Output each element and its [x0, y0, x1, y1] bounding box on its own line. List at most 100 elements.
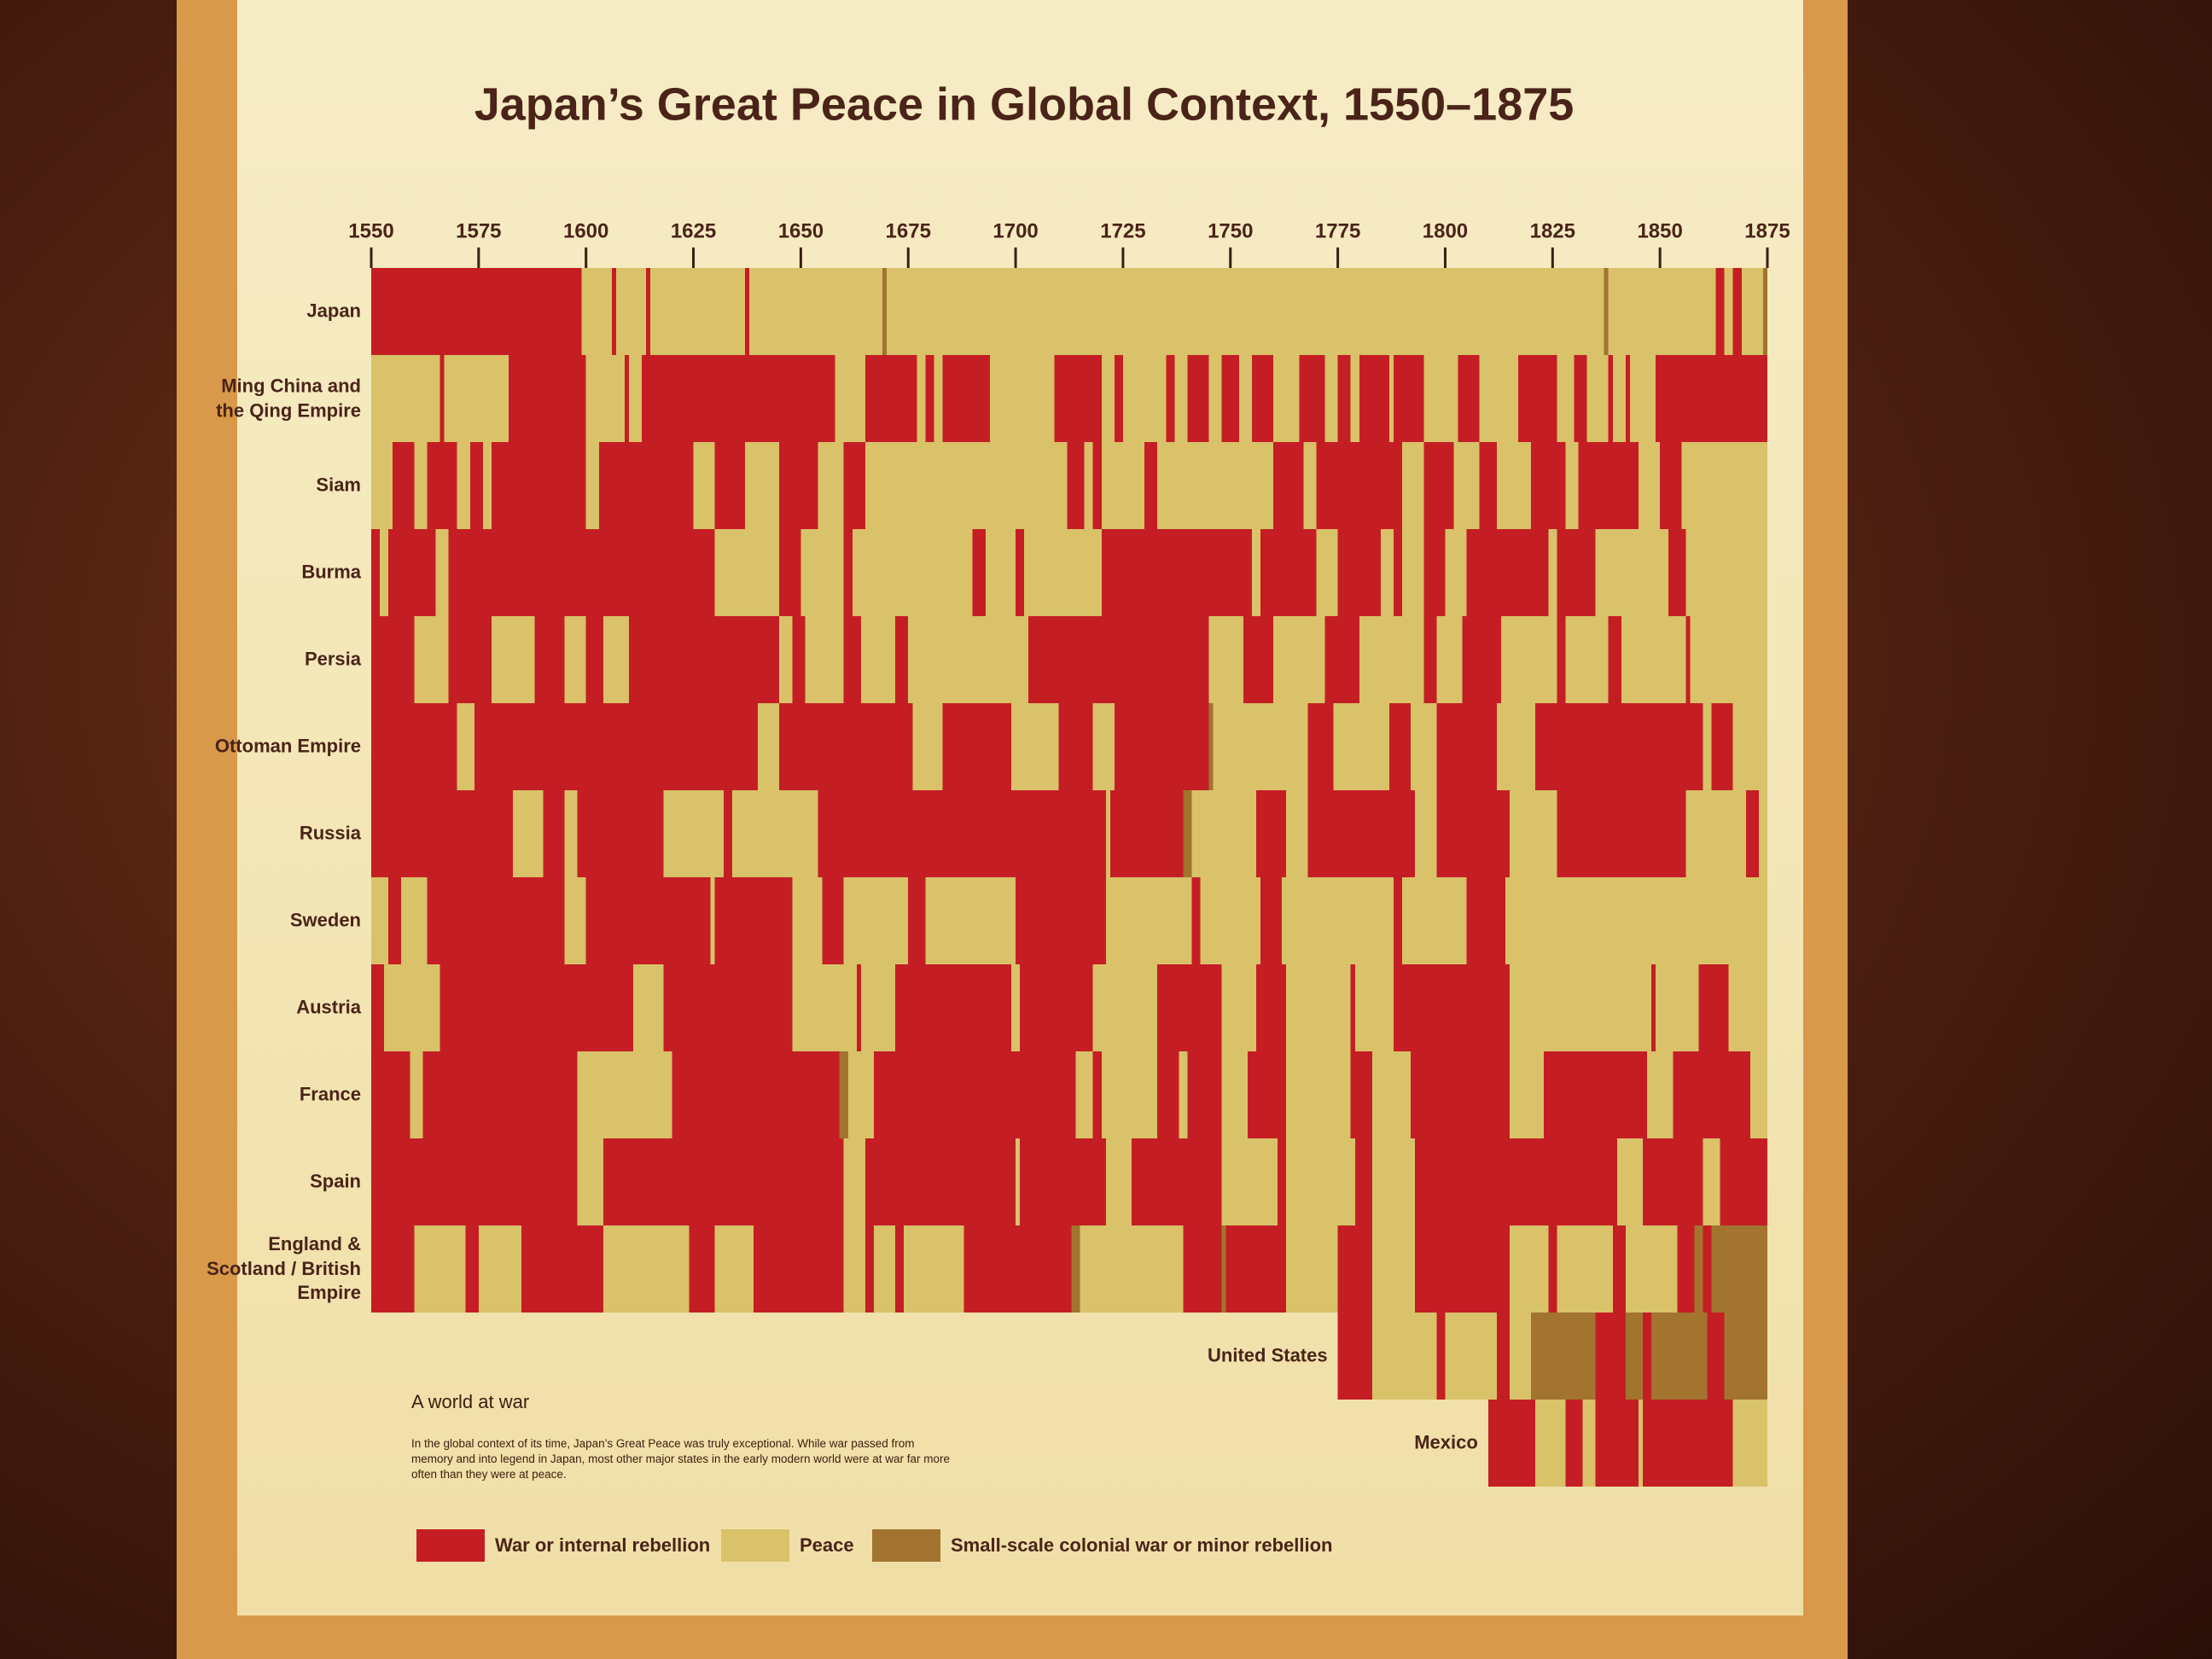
period-bar	[1092, 964, 1158, 1051]
period-bar	[448, 616, 492, 703]
period-bar	[942, 355, 990, 442]
x-tick-label: 1850	[1637, 219, 1682, 242]
period-bar	[1286, 1051, 1351, 1138]
period-bar	[792, 877, 823, 964]
period-bar	[414, 616, 449, 703]
period-bar	[1531, 1313, 1596, 1400]
period-bar	[1496, 442, 1532, 529]
period-bar	[1557, 529, 1596, 616]
period-bar	[843, 1225, 865, 1313]
period-bar	[1690, 616, 1767, 703]
period-bar	[1350, 964, 1355, 1051]
period-bar	[435, 529, 449, 616]
period-bar	[714, 1225, 754, 1313]
period-bar	[1509, 1225, 1549, 1313]
row-label: United States	[1208, 1344, 1328, 1366]
period-bar	[1114, 703, 1209, 790]
period-bar	[427, 877, 565, 964]
period-bar	[1333, 703, 1390, 790]
description: In the global context of its time, Japan…	[411, 1437, 951, 1481]
period-bar	[1715, 268, 1725, 355]
period-bar	[564, 616, 586, 703]
period-bar	[1479, 355, 1519, 442]
period-bar	[1092, 703, 1115, 790]
period-bar	[1694, 1225, 1703, 1313]
chart-title: Japan’s Great Peace in Global Context, 1…	[474, 79, 1575, 130]
period-bar	[1105, 877, 1192, 964]
period-bar	[1643, 1400, 1733, 1487]
period-bar	[1225, 1225, 1287, 1313]
period-bar	[439, 964, 634, 1051]
period-bar	[1394, 877, 1403, 964]
x-tick-label: 1625	[671, 219, 716, 242]
period-bar	[1174, 355, 1188, 442]
legend-label: Small-scale colonial war or minor rebell…	[951, 1534, 1332, 1556]
row-label: Persia	[304, 648, 361, 670]
period-bar	[925, 877, 1016, 964]
period-bar	[1458, 355, 1480, 442]
period-bar	[779, 703, 913, 790]
period-bar	[1724, 1313, 1767, 1400]
period-bar	[577, 790, 664, 877]
period-bar	[1535, 1400, 1566, 1487]
period-bar	[1629, 355, 1656, 442]
period-bar	[1638, 1400, 1644, 1487]
period-bar	[1402, 529, 1424, 616]
legend-swatch	[721, 1529, 789, 1562]
period-bar	[371, 268, 582, 355]
period-bar	[904, 1225, 964, 1313]
period-bar	[1337, 355, 1351, 442]
period-bar	[1496, 1313, 1510, 1400]
period-bar	[371, 1225, 415, 1313]
period-bar	[1183, 1225, 1222, 1313]
period-bar	[615, 268, 647, 355]
period-bar	[723, 790, 732, 877]
period-bar	[1423, 616, 1437, 703]
period-bar	[1208, 616, 1243, 703]
period-bar	[1389, 355, 1394, 442]
period-bar	[835, 355, 865, 442]
period-bar	[1075, 1051, 1093, 1138]
period-bar	[1191, 877, 1201, 964]
period-bar	[895, 964, 1012, 1051]
period-bar	[714, 442, 745, 529]
period-bar	[1621, 616, 1686, 703]
period-bar	[1698, 964, 1729, 1051]
period-bar	[371, 877, 389, 964]
period-bar	[1278, 1138, 1287, 1225]
period-bar	[1548, 1225, 1557, 1313]
period-bar	[474, 703, 759, 790]
period-bar	[371, 790, 514, 877]
row-label: Sweden	[289, 909, 361, 931]
period-bar	[1054, 355, 1102, 442]
period-bar	[1707, 1313, 1725, 1400]
period-bar	[457, 442, 470, 529]
period-bar	[410, 1051, 423, 1138]
period-bar	[1144, 442, 1158, 529]
period-bar	[427, 442, 457, 529]
x-tick-label: 1600	[563, 219, 608, 242]
period-bar	[1595, 1400, 1639, 1487]
period-bar	[1359, 355, 1390, 442]
row-label: Japan	[306, 300, 361, 322]
period-bar	[1415, 1225, 1510, 1313]
period-bar	[1354, 964, 1394, 1051]
period-bar	[1208, 703, 1214, 790]
period-bar	[388, 529, 436, 616]
period-bar	[843, 442, 865, 529]
period-bar	[839, 1051, 848, 1138]
period-bar	[1255, 790, 1287, 877]
period-bar	[985, 529, 1016, 616]
period-bar	[1402, 877, 1467, 964]
period-bar	[646, 268, 651, 355]
period-bar	[1643, 1313, 1652, 1400]
period-bar	[1273, 616, 1325, 703]
period-bar	[1354, 1138, 1372, 1225]
period-bar	[1394, 355, 1424, 442]
period-bar	[908, 877, 926, 964]
period-bar	[1109, 790, 1184, 877]
period-bar	[585, 442, 599, 529]
period-bar	[1411, 703, 1437, 790]
period-bar	[1548, 529, 1557, 616]
